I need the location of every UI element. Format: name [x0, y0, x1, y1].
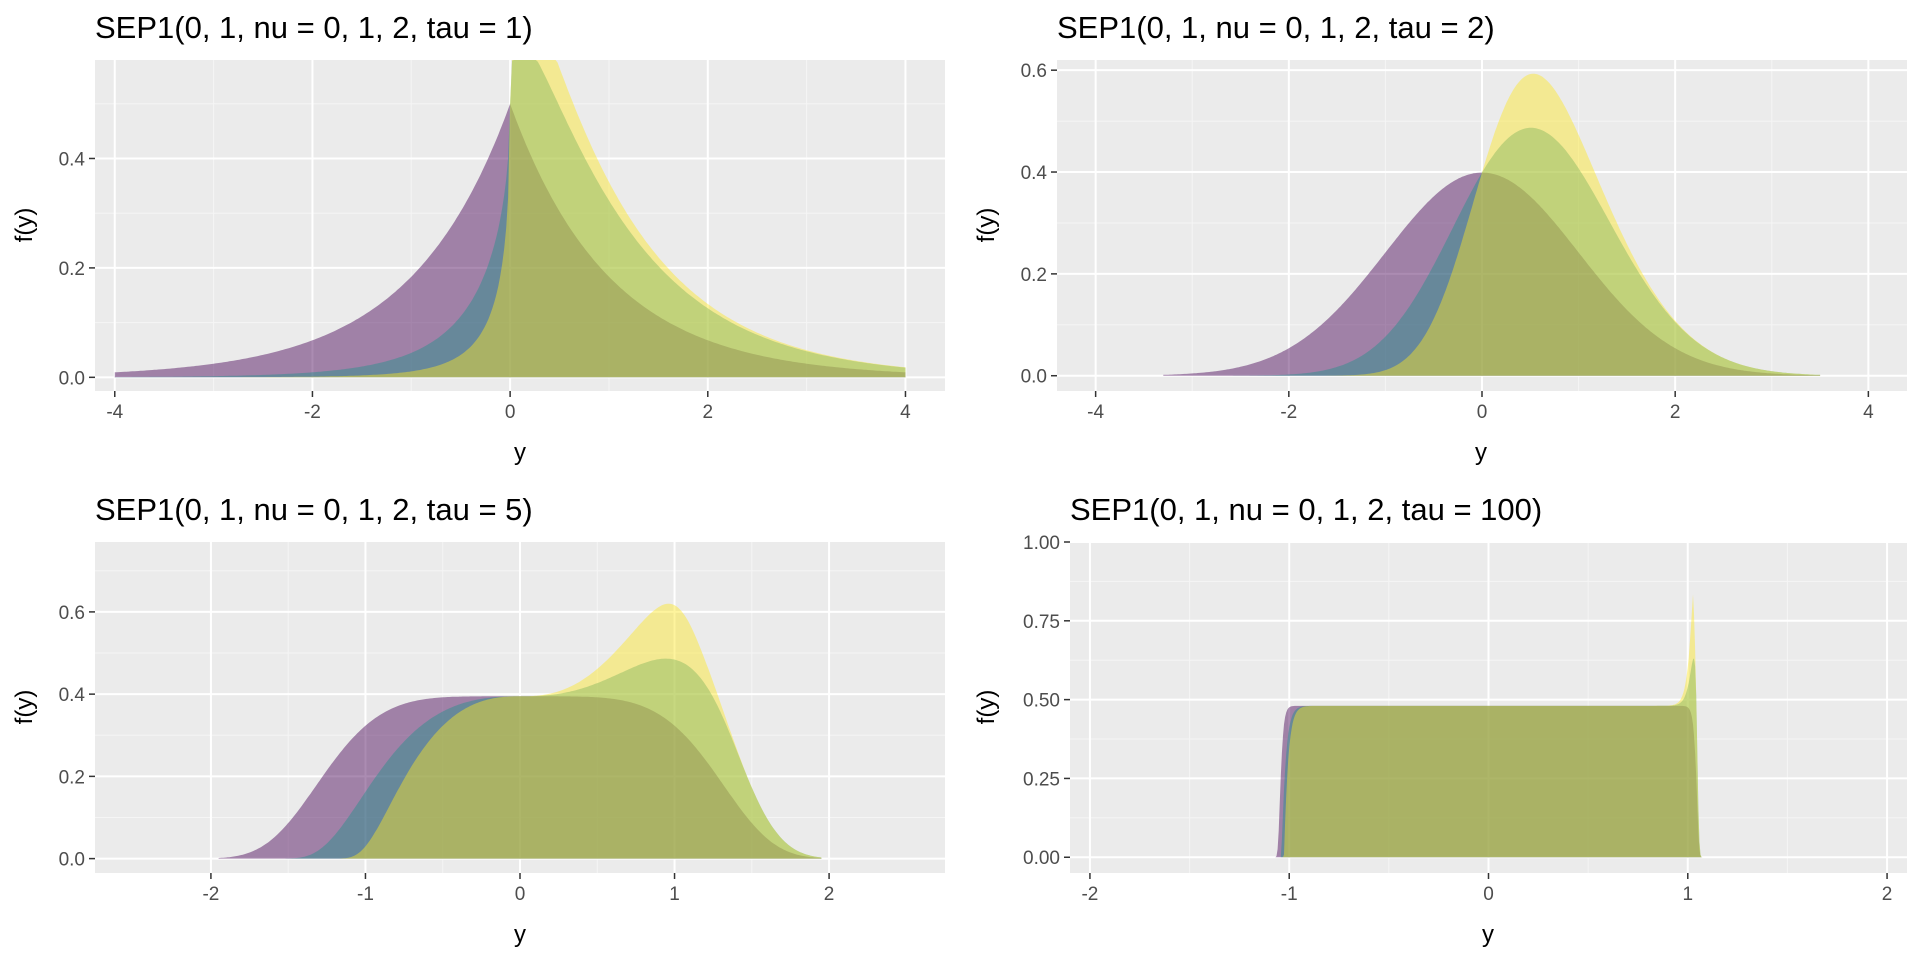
gridlines	[1057, 60, 1907, 391]
x-tick-label: -2	[304, 402, 321, 423]
y-tick-label: 0.50	[1023, 691, 1060, 712]
x-tick-label: 2	[1670, 402, 1681, 423]
chart-panel-4: -2 -1 0 1 2 0.00 0.25 0.50 0.75 1.00 SEP1(0, 1, nu…	[973, 492, 1907, 948]
gridlines	[95, 60, 945, 391]
density-area-nu-1	[1273, 658, 1704, 858]
x-tick-label: 0	[1477, 402, 1488, 423]
y-tick-label: 1.00	[1023, 533, 1060, 554]
y-tick-label: 0.0	[59, 368, 85, 389]
chart-panel-1: -4 -2 0 2 4 0.0 0.2 0.4 SEP1(0, 1, nu = 0, 1, 2,…	[11, 10, 945, 466]
density-area-nu-0	[1163, 172, 1821, 376]
density-areas	[114, 60, 906, 378]
x-tick-label: 0	[1483, 884, 1494, 905]
y-tick-label: 0.4	[1021, 163, 1048, 184]
x-tick-label: 4	[900, 402, 911, 423]
x-tick-label: -2	[1081, 884, 1098, 905]
y-tick-label: 0.2	[59, 259, 85, 280]
y-tick-label: 0.2	[59, 767, 85, 788]
y-tick-label: 0.4	[59, 685, 86, 706]
x-tick-label: 1	[1682, 884, 1693, 905]
y-tick-label: 0.0	[1021, 367, 1047, 388]
density-areas	[218, 603, 822, 859]
y-tick-label: 0.75	[1023, 612, 1060, 633]
y-tick-label: 0.00	[1023, 848, 1060, 869]
y-axis-label: f(y)	[973, 208, 1000, 243]
x-tick-label: -4	[106, 402, 123, 423]
density-areas	[1163, 73, 1821, 376]
x-axis-label: y	[514, 921, 526, 948]
y-tick-label: 0.6	[59, 603, 85, 624]
density-areas	[1273, 594, 1704, 858]
axis-ticks: -2 -1 0 1 2 0.00 0.25 0.50 0.75 1.00	[1023, 533, 1892, 905]
axis-ticks: -4 -2 0 2 4 0.0 0.2 0.4	[59, 149, 912, 423]
x-tick-label: 2	[703, 402, 714, 423]
x-tick-label: -4	[1087, 402, 1104, 423]
y-tick-label: 0.2	[1021, 265, 1047, 286]
chart-title: SEP1(0, 1, nu = 0, 1, 2, tau = 1)	[95, 10, 533, 45]
x-tick-label: 2	[1882, 884, 1893, 905]
y-axis-label: f(y)	[11, 208, 38, 243]
x-axis-label: y	[1475, 439, 1487, 466]
x-tick-label: -1	[357, 884, 374, 905]
x-axis-label: y	[514, 439, 526, 466]
x-tick-label: 0	[505, 402, 516, 423]
density-area-nu-2	[218, 603, 822, 859]
x-tick-label: 4	[1863, 402, 1874, 423]
density-area-nu-1	[218, 658, 822, 859]
density-area-nu-2	[1273, 594, 1704, 858]
chart-title: SEP1(0, 1, nu = 0, 1, 2, tau = 100)	[1070, 492, 1542, 527]
x-tick-label: 0	[515, 884, 526, 905]
chart-panel-3: -2 -1 0 1 2 0.0 0.2 0.4 0.6 SEP1(0, 1, nu = 0, 1,…	[11, 492, 945, 948]
x-axis-label: y	[1482, 921, 1494, 948]
axis-ticks: -2 -1 0 1 2 0.0 0.2 0.4 0.6	[59, 603, 835, 905]
gridlines	[1070, 541, 1907, 873]
y-tick-label: 0.6	[1021, 61, 1047, 82]
density-area-nu-1	[1163, 127, 1821, 376]
x-tick-label: 1	[669, 884, 680, 905]
axis-ticks: -4 -2 0 2 4 0.0 0.2 0.4 0.6	[1021, 61, 1874, 423]
chart-title: SEP1(0, 1, nu = 0, 1, 2, tau = 2)	[1057, 10, 1495, 45]
x-tick-label: 2	[824, 884, 835, 905]
density-area-nu-0	[1273, 705, 1704, 858]
x-tick-label: -1	[1281, 884, 1298, 905]
density-area-nu-2	[1163, 73, 1821, 376]
density-area-nu-0	[218, 696, 822, 859]
density-area-nu-2	[114, 60, 906, 378]
chart-title: SEP1(0, 1, nu = 0, 1, 2, tau = 5)	[95, 492, 533, 527]
x-tick-label: -2	[1280, 402, 1297, 423]
chart-panel-2: -4 -2 0 2 4 0.0 0.2 0.4 0.6 SEP1(0, 1, nu = 0, 1,…	[973, 10, 1907, 466]
plot-background	[95, 60, 945, 391]
y-tick-label: 0.0	[59, 850, 85, 871]
density-area-nu-1	[114, 60, 906, 378]
gridlines	[95, 542, 945, 873]
y-tick-label: 0.4	[59, 149, 86, 170]
y-axis-label: f(y)	[11, 690, 38, 725]
density-area-nu-0	[114, 103, 906, 378]
x-tick-label: -2	[202, 884, 219, 905]
y-tick-label: 0.25	[1023, 769, 1060, 790]
y-axis-label: f(y)	[973, 690, 1000, 725]
